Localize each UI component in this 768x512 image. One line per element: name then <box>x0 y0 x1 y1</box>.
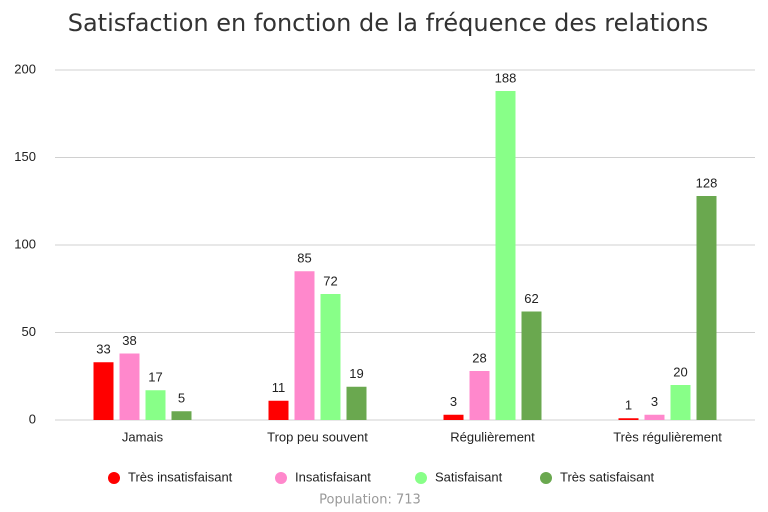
bar <box>93 362 114 420</box>
data-label: 62 <box>524 291 538 306</box>
legend-swatch <box>108 472 120 484</box>
data-label: 38 <box>122 333 136 348</box>
chart-title: Satisfaction en fonction de la fréquence… <box>68 9 709 37</box>
bar <box>443 414 464 420</box>
data-label: 85 <box>297 251 311 266</box>
data-label: 33 <box>96 342 110 357</box>
y-tick-label: 0 <box>29 411 36 426</box>
data-label: 11 <box>272 380 286 395</box>
bar <box>294 271 315 420</box>
footnote: Population: 713 <box>319 493 421 508</box>
legend-label: Très satisfaisant <box>560 469 655 484</box>
x-tick-label: Régulièrement <box>450 429 535 444</box>
data-label: 3 <box>651 394 658 409</box>
bar <box>618 418 639 420</box>
bar <box>521 311 542 420</box>
bar <box>670 385 691 420</box>
legend-swatch <box>275 472 287 484</box>
data-label: 3 <box>450 394 457 409</box>
bar <box>119 353 140 420</box>
y-tick-label: 100 <box>14 236 36 251</box>
bar <box>320 294 341 420</box>
data-label: 28 <box>472 350 486 365</box>
y-tick-label: 150 <box>14 149 36 164</box>
bar <box>346 386 367 420</box>
bar <box>171 411 192 420</box>
legend-label: Insatisfaisant <box>295 469 371 484</box>
y-tick-label: 50 <box>22 324 36 339</box>
data-label: 5 <box>178 391 185 406</box>
legend-swatch <box>540 472 552 484</box>
bar <box>268 400 289 420</box>
data-label: 72 <box>323 273 337 288</box>
legend-label: Satisfaisant <box>435 469 503 484</box>
data-label: 17 <box>148 370 162 385</box>
bar <box>696 196 717 420</box>
x-tick-label: Trop peu souvent <box>267 429 368 444</box>
x-tick-label: Très régulièrement <box>613 429 722 444</box>
data-label: 128 <box>696 175 718 190</box>
data-label: 20 <box>673 364 687 379</box>
bar <box>469 371 490 420</box>
x-tick-label: Jamais <box>122 429 164 444</box>
data-label: 19 <box>349 366 363 381</box>
legend-swatch <box>415 472 427 484</box>
bar <box>644 414 665 420</box>
data-label: 188 <box>495 70 517 85</box>
data-label: 1 <box>625 398 632 413</box>
y-tick-label: 200 <box>14 61 36 76</box>
bar <box>145 390 166 420</box>
legend-label: Très insatisfaisant <box>128 469 233 484</box>
bar <box>495 91 516 420</box>
